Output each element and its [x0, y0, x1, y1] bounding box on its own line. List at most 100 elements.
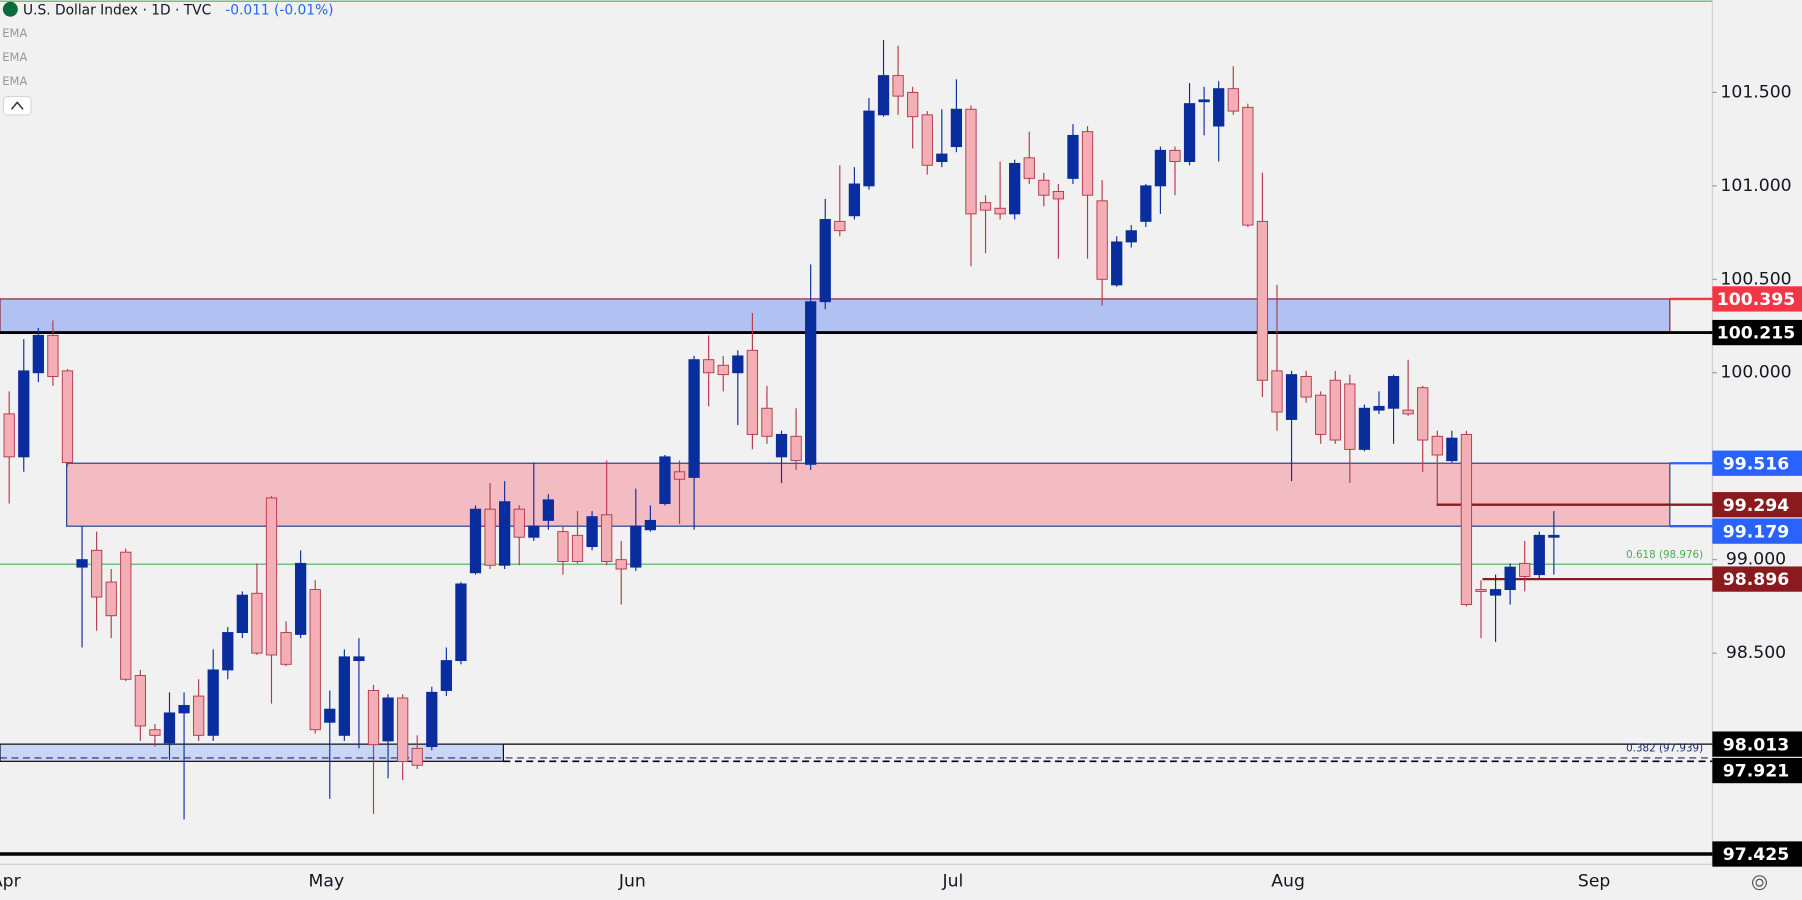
candle-body	[1285, 374, 1298, 420]
candle-body	[1417, 387, 1429, 441]
collapse-icon	[10, 101, 24, 110]
indicator: EMA	[2, 26, 27, 40]
price-label: 97.425	[1723, 845, 1789, 865]
candle-body	[47, 334, 59, 377]
candle-body	[280, 632, 292, 665]
candle-body	[309, 589, 321, 731]
collapse-button[interactable]	[2, 96, 32, 116]
zones	[0, 298, 1671, 762]
candle-body	[615, 559, 627, 570]
candle-body	[90, 549, 103, 598]
candle-body	[907, 91, 919, 118]
candle-body	[1256, 220, 1269, 381]
price-label-box	[1712, 566, 1802, 592]
candle-body	[1198, 99, 1210, 103]
y-tick-label: 100.500	[1720, 269, 1791, 289]
chart-title: U.S. Dollar Index · 1D · TVC	[23, 2, 211, 18]
candle-body	[1009, 162, 1021, 215]
candle-body	[586, 516, 598, 548]
candle-body	[105, 581, 117, 617]
price-label: 100.215	[1717, 324, 1795, 344]
candle-body	[1387, 376, 1400, 409]
candle-body	[717, 364, 729, 376]
candle-body	[1242, 106, 1254, 226]
candle-body	[1154, 149, 1167, 187]
candle-body	[688, 359, 700, 478]
candle-body	[1358, 407, 1371, 450]
candle-body	[324, 708, 336, 723]
candle-body	[1067, 134, 1079, 179]
candle-body	[469, 508, 482, 574]
price-label: 99.516	[1723, 454, 1789, 474]
candles	[3, 40, 1560, 820]
price-label-box	[1712, 450, 1802, 476]
candle-body	[18, 370, 30, 458]
candle-body	[965, 108, 977, 215]
candle-body	[134, 675, 146, 727]
zone	[0, 298, 1671, 334]
candle-body	[295, 562, 307, 635]
candle-body	[644, 519, 657, 531]
fib-label: 0.382 (97.939)	[1626, 743, 1703, 755]
candle-body	[1271, 370, 1283, 413]
candle-body	[630, 525, 642, 568]
candle-body	[455, 583, 467, 662]
candle-body	[673, 471, 686, 480]
price-label: 98.013	[1723, 735, 1789, 755]
candle-body	[207, 669, 219, 736]
candle-body	[1431, 435, 1443, 456]
candle-body	[76, 559, 88, 568]
candle-body	[950, 108, 963, 148]
candle-body	[761, 407, 773, 437]
price-label-box	[1712, 286, 1802, 312]
candle-body	[703, 359, 715, 374]
candle-body	[397, 697, 409, 762]
candle-body	[790, 435, 802, 462]
candle-body	[1125, 230, 1137, 243]
candle-body	[746, 349, 759, 435]
price-label-box	[1712, 492, 1802, 518]
candle-body	[571, 534, 584, 562]
change: -0.011 (-0.01%)	[225, 2, 333, 18]
candle-body	[1213, 88, 1225, 127]
candle-body	[1460, 433, 1473, 605]
y-tick-label: 99.000	[1726, 550, 1786, 570]
candle-body	[1373, 405, 1385, 411]
y-tick-label: 101.000	[1720, 176, 1791, 196]
candle-body	[1038, 179, 1050, 196]
candle-body	[863, 110, 875, 187]
candle-body	[193, 695, 205, 736]
settings-icon[interactable]	[1752, 875, 1767, 891]
candle-body	[1169, 149, 1181, 163]
price-label: 97.921	[1723, 762, 1789, 782]
candle-body	[732, 355, 744, 374]
candle-body	[1402, 409, 1414, 415]
candle-body	[936, 153, 948, 163]
candle-body	[1329, 379, 1341, 441]
candle-body	[1344, 383, 1356, 450]
candle-body	[1475, 589, 1487, 592]
candle-body	[149, 729, 161, 736]
candle-body	[601, 514, 613, 562]
price-label: 99.294	[1723, 496, 1789, 516]
candle-body	[1052, 191, 1065, 200]
candle-body	[1023, 157, 1035, 179]
price-label-box	[1712, 319, 1802, 346]
y-tick-label: 98.500	[1726, 643, 1786, 663]
candle-body	[1183, 103, 1196, 163]
indicator: EMA	[2, 50, 27, 64]
candle-body	[528, 525, 540, 538]
candle-body	[484, 508, 496, 566]
candle-body	[1446, 437, 1458, 462]
candle-body	[848, 183, 861, 217]
candle-body	[251, 592, 263, 654]
price-label: 98.896	[1723, 570, 1789, 590]
candle-body	[1081, 131, 1094, 196]
candle-body	[557, 531, 569, 562]
candle-body	[1533, 534, 1545, 576]
candle-body	[178, 704, 190, 714]
candle-body	[877, 75, 890, 116]
candle-body	[499, 501, 511, 566]
